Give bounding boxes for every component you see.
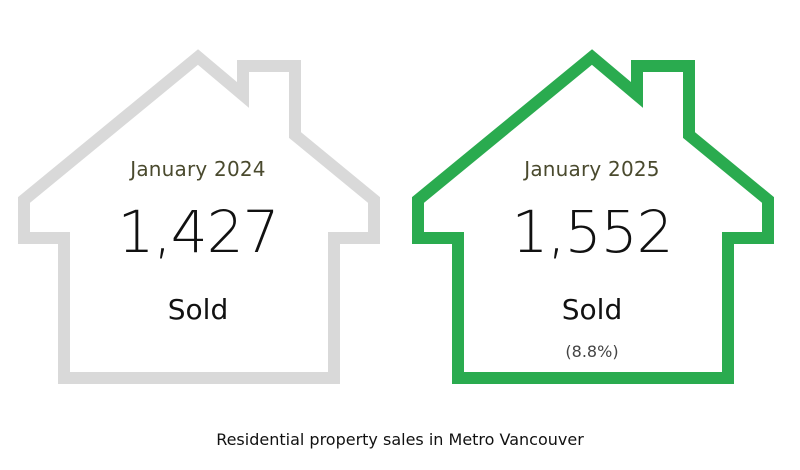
chart-caption: Residential property sales in Metro Vanc… xyxy=(216,430,584,449)
period-label-2024: January 2024 xyxy=(130,157,266,181)
unit-label-2025: Sold xyxy=(561,293,623,326)
unit-label-2024: Sold xyxy=(167,293,229,326)
house-icon-2024 xyxy=(18,49,380,384)
period-label-2025: January 2025 xyxy=(524,157,660,181)
house-icon-2025 xyxy=(412,49,774,384)
sales-value-2025: 1,552 xyxy=(511,198,673,266)
sales-value-2024: 1,427 xyxy=(117,198,279,266)
percent-change-2025: (8.8%) xyxy=(565,342,619,361)
